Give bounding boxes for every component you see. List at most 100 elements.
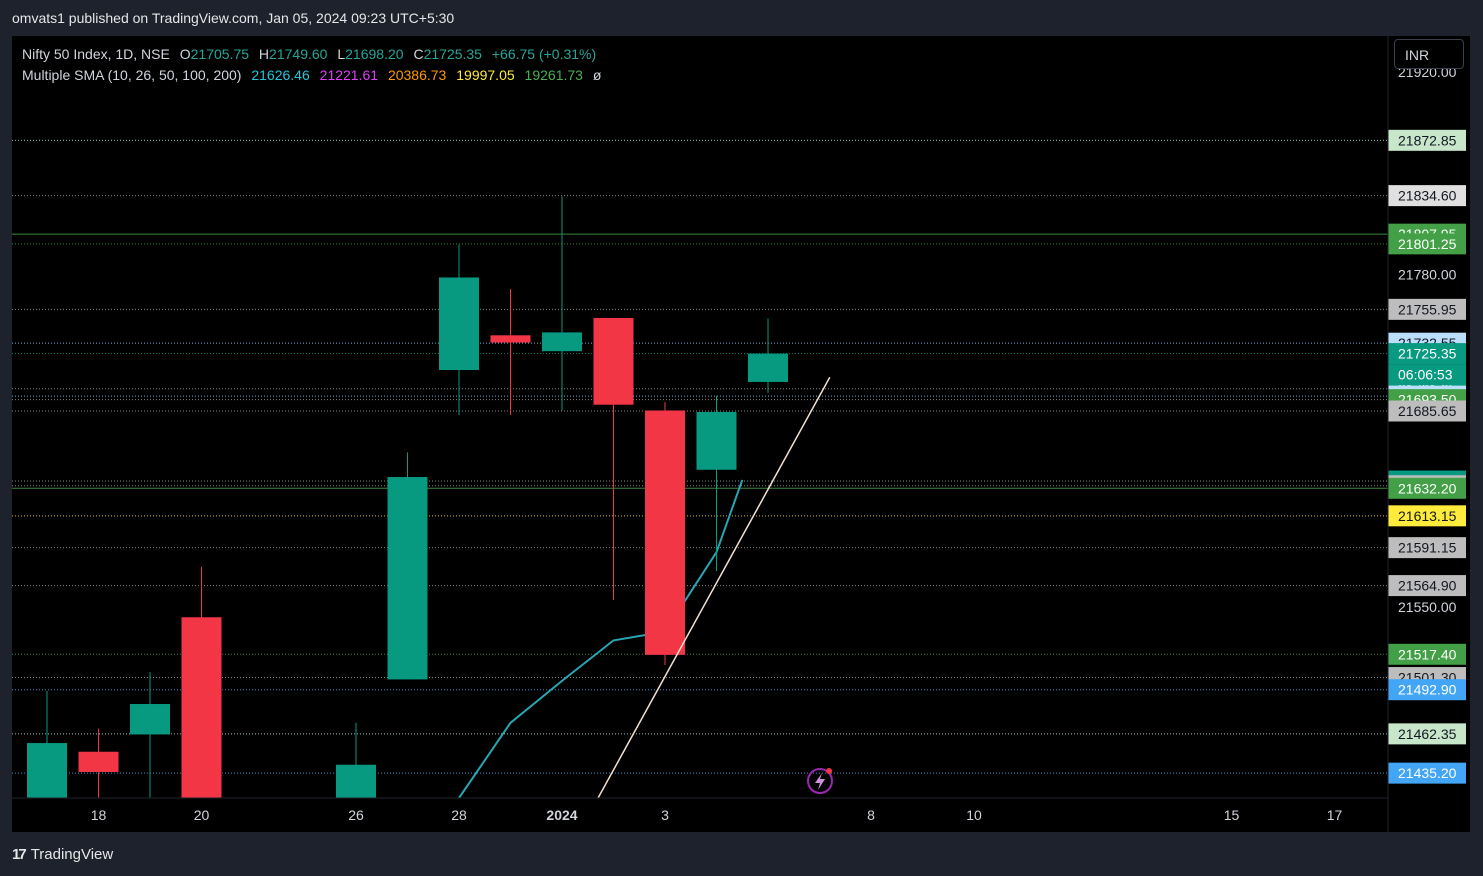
open-value: 21705.75 xyxy=(190,46,250,62)
price-level-label: 21492.90 xyxy=(1388,679,1466,701)
price-label-text: 21517.40 xyxy=(1398,646,1457,662)
price-label-bg xyxy=(1388,643,1466,665)
price-label-text: 21462.35 xyxy=(1398,726,1457,742)
candle xyxy=(439,244,479,415)
candle-body xyxy=(645,410,685,655)
high-value: 21749.60 xyxy=(269,46,328,62)
y-tick-label: 21780.00 xyxy=(1398,267,1457,283)
high-label: H xyxy=(258,46,270,62)
price-label-bg xyxy=(1388,400,1466,422)
symbol-info: Nifty 50 Index, 1D, NSE xyxy=(22,46,170,62)
top-bar: omvats1 published on TradingView.com, Ja… xyxy=(0,0,1483,36)
price-label-bg xyxy=(1388,723,1466,745)
price-label-bg xyxy=(1388,185,1466,207)
candle-body xyxy=(748,353,788,382)
candle xyxy=(130,672,170,798)
candle-body xyxy=(696,411,737,470)
x-tick-label: 17 xyxy=(1327,807,1343,823)
x-tick-label: 2024 xyxy=(546,807,577,823)
price-label-bg xyxy=(1388,298,1466,320)
alert-dot xyxy=(826,768,832,774)
y-tick-label: 21550.00 xyxy=(1398,599,1457,615)
change-value: +66.75 (+0.31%) xyxy=(491,46,597,62)
chart-legend: Nifty 50 Index, 1D, NSE O21705.75 H21749… xyxy=(22,44,601,86)
trend-line xyxy=(597,376,831,798)
price-label-text: 21632.20 xyxy=(1398,480,1457,496)
x-tick-label: 26 xyxy=(348,807,364,823)
candle xyxy=(748,318,788,393)
candle-body xyxy=(593,317,634,405)
price-level-label: 21834.60 xyxy=(1388,185,1466,207)
price-label-text: 21755.95 xyxy=(1398,301,1457,317)
alert-icon[interactable] xyxy=(807,768,833,794)
price-level-label: 21591.15 xyxy=(1388,537,1466,559)
price-chart[interactable]: 21920.0021780.0021550.0021872.8521834.60… xyxy=(12,36,1470,832)
published-info: omvats1 published on TradingView.com, Ja… xyxy=(12,10,455,26)
x-tick-label: 15 xyxy=(1224,807,1240,823)
candle xyxy=(336,722,376,798)
candle-body xyxy=(130,704,170,735)
candle-body xyxy=(78,751,119,772)
x-tick-label: 10 xyxy=(966,807,982,823)
candle xyxy=(490,289,531,415)
lightning-icon xyxy=(815,773,825,790)
candle-body xyxy=(336,764,376,798)
sma-value: 19261.73 xyxy=(524,67,583,83)
x-tick-label: 28 xyxy=(451,807,467,823)
footer-brand: 17 TradingView xyxy=(12,846,113,863)
countdown-bg xyxy=(1388,364,1466,386)
price-level-label: 21725.35 xyxy=(1388,343,1466,365)
price-label-text: 21613.15 xyxy=(1398,508,1457,524)
price-label-text: 21435.20 xyxy=(1398,765,1457,781)
price-label-text: 21801.25 xyxy=(1398,236,1457,252)
price-label-bg xyxy=(1388,477,1466,499)
tradingview-logo-icon: 17 xyxy=(12,846,27,863)
price-label-text: 21564.90 xyxy=(1398,578,1457,594)
x-tick-label: 18 xyxy=(91,807,107,823)
price-label-text: 21685.65 xyxy=(1398,403,1457,419)
candle xyxy=(27,691,67,798)
price-level-label: 21685.65 xyxy=(1388,400,1466,422)
candle xyxy=(387,452,428,680)
price-level-label: 21801.25 xyxy=(1388,233,1466,255)
brand-name: TradingView xyxy=(30,846,114,863)
countdown-text: 06:06:53 xyxy=(1398,367,1453,383)
candle xyxy=(593,317,634,600)
price-label-bg xyxy=(1388,679,1466,701)
price-level-label: 21632.20 xyxy=(1388,477,1466,499)
price-label-text: 21872.85 xyxy=(1398,132,1457,148)
low-value: 21698.20 xyxy=(345,46,404,62)
candle-body xyxy=(387,477,428,680)
candle-body xyxy=(27,743,67,798)
price-label-text: 21492.90 xyxy=(1398,682,1457,698)
candlestick-series xyxy=(27,196,831,798)
price-level-label: 21613.15 xyxy=(1388,505,1466,527)
price-level-label: 21462.35 xyxy=(1388,723,1466,745)
price-label-text: 21591.15 xyxy=(1398,540,1457,556)
candle xyxy=(696,396,737,571)
chart-frame[interactable]: 21920.00 21780.00 21550.00 21872.85 21834.60… xyxy=(12,36,1470,832)
alert-circle xyxy=(807,768,833,794)
price-label-text: 21834.60 xyxy=(1398,188,1457,204)
currency-button[interactable]: INR xyxy=(1394,39,1464,69)
candle xyxy=(645,401,685,665)
candle xyxy=(542,196,582,411)
price-label-bg xyxy=(1388,129,1466,151)
ohlc-legend-row: Nifty 50 Index, 1D, NSE O21705.75 H21749… xyxy=(22,44,601,65)
countdown-label: 06:06:53 xyxy=(1388,364,1466,386)
price-label-bg xyxy=(1388,575,1466,597)
price-level-label: 21872.85 xyxy=(1388,129,1466,151)
indicator-legend-row[interactable]: Multiple SMA (10, 26, 50, 100, 200) 2162… xyxy=(22,65,601,86)
price-level-label: 21435.20 xyxy=(1388,762,1466,784)
price-level-label: 21755.95 xyxy=(1388,298,1466,320)
price-level-label: 21564.90 xyxy=(1388,575,1466,597)
hidden-values-icon[interactable]: ø xyxy=(592,67,602,83)
candle-body xyxy=(439,277,479,371)
sma-value: 19997.05 xyxy=(456,67,515,83)
candle-body xyxy=(490,335,531,343)
close-label: C xyxy=(413,46,424,62)
candle-body xyxy=(181,617,222,798)
open-label: O xyxy=(179,46,191,62)
sma-value: 21626.46 xyxy=(251,67,310,83)
price-label-bg xyxy=(1388,505,1466,527)
